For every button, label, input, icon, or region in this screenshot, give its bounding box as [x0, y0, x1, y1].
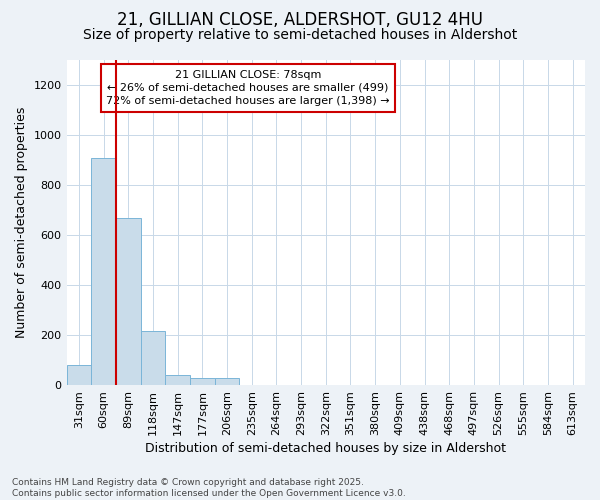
Bar — [215, 378, 239, 385]
Y-axis label: Number of semi-detached properties: Number of semi-detached properties — [15, 107, 28, 338]
Bar — [116, 218, 140, 385]
Text: 21, GILLIAN CLOSE, ALDERSHOT, GU12 4HU: 21, GILLIAN CLOSE, ALDERSHOT, GU12 4HU — [117, 11, 483, 29]
Bar — [140, 332, 165, 385]
X-axis label: Distribution of semi-detached houses by size in Aldershot: Distribution of semi-detached houses by … — [145, 442, 506, 455]
Bar — [190, 378, 215, 385]
Text: Contains HM Land Registry data © Crown copyright and database right 2025.
Contai: Contains HM Land Registry data © Crown c… — [12, 478, 406, 498]
Bar — [165, 375, 190, 385]
Bar — [67, 365, 91, 385]
Text: 21 GILLIAN CLOSE: 78sqm
← 26% of semi-detached houses are smaller (499)
72% of s: 21 GILLIAN CLOSE: 78sqm ← 26% of semi-de… — [106, 70, 390, 106]
Text: Size of property relative to semi-detached houses in Aldershot: Size of property relative to semi-detach… — [83, 28, 517, 42]
Bar — [91, 158, 116, 385]
